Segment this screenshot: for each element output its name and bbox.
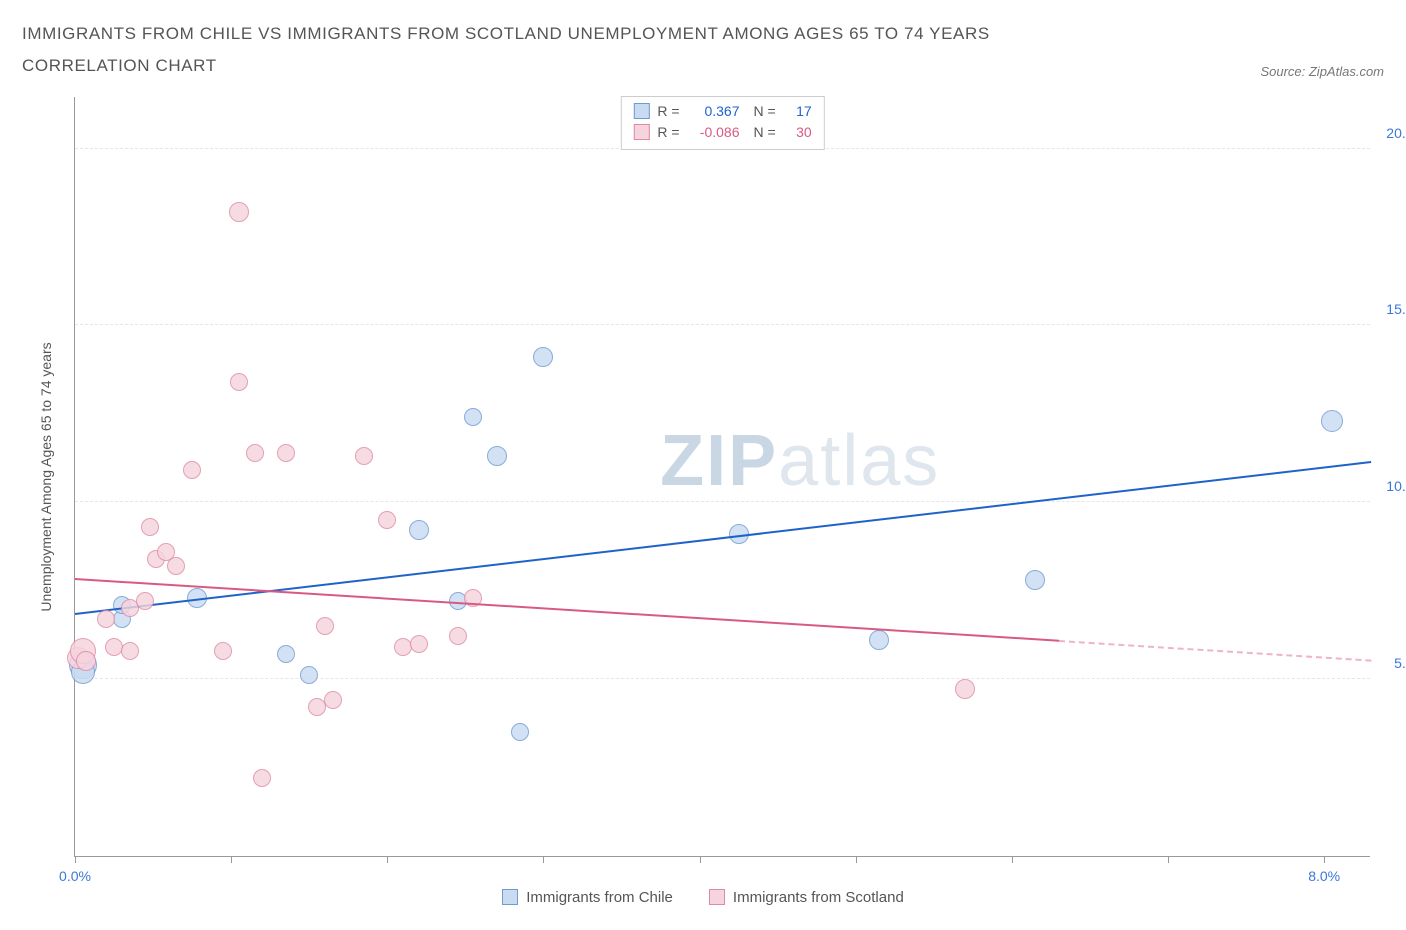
y-tick-label: 15.0% xyxy=(1386,301,1406,317)
data-point-scotland xyxy=(324,691,342,709)
gridline xyxy=(75,501,1370,502)
r-label: R = xyxy=(657,122,679,143)
n-label: N = xyxy=(754,101,776,122)
data-point-scotland xyxy=(378,511,396,529)
legend-item-scotland: Immigrants from Scotland xyxy=(709,889,904,906)
gridline xyxy=(75,678,1370,679)
y-tick-label: 20.0% xyxy=(1386,125,1406,141)
correlation-row-chile: R = 0.367 N = 17 xyxy=(633,101,811,122)
legend-swatch-chile xyxy=(633,103,649,119)
chart-container: Unemployment Among Ages 65 to 74 years Z… xyxy=(52,97,1384,857)
data-point-chile xyxy=(277,645,295,663)
x-tick xyxy=(1168,856,1169,863)
data-point-scotland xyxy=(229,202,249,222)
legend-swatch-chile xyxy=(502,889,518,905)
x-tick xyxy=(1012,856,1013,863)
data-point-chile xyxy=(1321,410,1343,432)
data-point-chile xyxy=(511,723,529,741)
data-point-scotland xyxy=(141,518,159,536)
r-label: R = xyxy=(657,101,679,122)
n-value: 30 xyxy=(784,122,812,143)
x-tick xyxy=(700,856,701,863)
x-tick xyxy=(387,856,388,863)
data-point-chile xyxy=(464,408,482,426)
y-tick-label: 10.0% xyxy=(1386,478,1406,494)
data-point-scotland xyxy=(253,769,271,787)
data-point-scotland xyxy=(449,627,467,645)
data-point-scotland xyxy=(76,651,96,671)
correlation-row-scotland: R = -0.086 N = 30 xyxy=(633,122,811,143)
x-tick xyxy=(856,856,857,863)
x-tick xyxy=(1324,856,1325,863)
data-point-chile xyxy=(1025,570,1045,590)
trendline-scotland-extrapolated xyxy=(1059,640,1371,662)
watermark-atlas: atlas xyxy=(778,421,940,501)
data-point-scotland xyxy=(136,592,154,610)
data-point-chile xyxy=(487,446,507,466)
data-point-scotland xyxy=(97,610,115,628)
data-point-chile xyxy=(533,347,553,367)
legend-swatch-scotland xyxy=(633,124,649,140)
legend-label: Immigrants from Scotland xyxy=(733,889,904,906)
watermark-zip: ZIP xyxy=(660,421,778,501)
data-point-chile xyxy=(409,520,429,540)
series-legend: Immigrants from Chile Immigrants from Sco… xyxy=(22,889,1384,906)
data-point-chile xyxy=(300,666,318,684)
data-point-scotland xyxy=(355,447,373,465)
x-tick-label: 8.0% xyxy=(1308,868,1340,884)
data-point-scotland xyxy=(214,642,232,660)
gridline xyxy=(75,324,1370,325)
y-tick-label: 5.0% xyxy=(1394,655,1406,671)
x-tick xyxy=(543,856,544,863)
x-tick-label: 0.0% xyxy=(59,868,91,884)
r-value: 0.367 xyxy=(688,101,740,122)
header: IMMIGRANTS FROM CHILE VS IMMIGRANTS FROM… xyxy=(22,18,1384,83)
data-point-scotland xyxy=(955,679,975,699)
data-point-scotland xyxy=(316,617,334,635)
source-attribution: Source: ZipAtlas.com xyxy=(1260,64,1384,83)
data-point-scotland xyxy=(277,444,295,462)
data-point-scotland xyxy=(121,642,139,660)
y-axis-label: Unemployment Among Ages 65 to 74 years xyxy=(38,342,54,611)
x-tick xyxy=(75,856,76,863)
trendline-scotland xyxy=(75,578,1059,642)
chart-title: IMMIGRANTS FROM CHILE VS IMMIGRANTS FROM… xyxy=(22,18,1122,83)
data-point-chile xyxy=(869,630,889,650)
data-point-scotland xyxy=(410,635,428,653)
legend-item-chile: Immigrants from Chile xyxy=(502,889,673,906)
n-label: N = xyxy=(754,122,776,143)
data-point-scotland xyxy=(230,373,248,391)
r-value: -0.086 xyxy=(688,122,740,143)
n-value: 17 xyxy=(784,101,812,122)
plot-area: ZIPatlas R =0.367N =17R =-0.086N =30 5.0… xyxy=(74,97,1370,857)
correlation-legend: R = 0.367 N = 17 R = -0.086 N = 30 xyxy=(620,96,824,150)
data-point-scotland xyxy=(246,444,264,462)
data-point-scotland xyxy=(167,557,185,575)
data-point-scotland xyxy=(183,461,201,479)
legend-swatch-scotland xyxy=(709,889,725,905)
legend-label: Immigrants from Chile xyxy=(526,889,673,906)
x-tick xyxy=(231,856,232,863)
watermark: ZIPatlas xyxy=(660,420,940,502)
